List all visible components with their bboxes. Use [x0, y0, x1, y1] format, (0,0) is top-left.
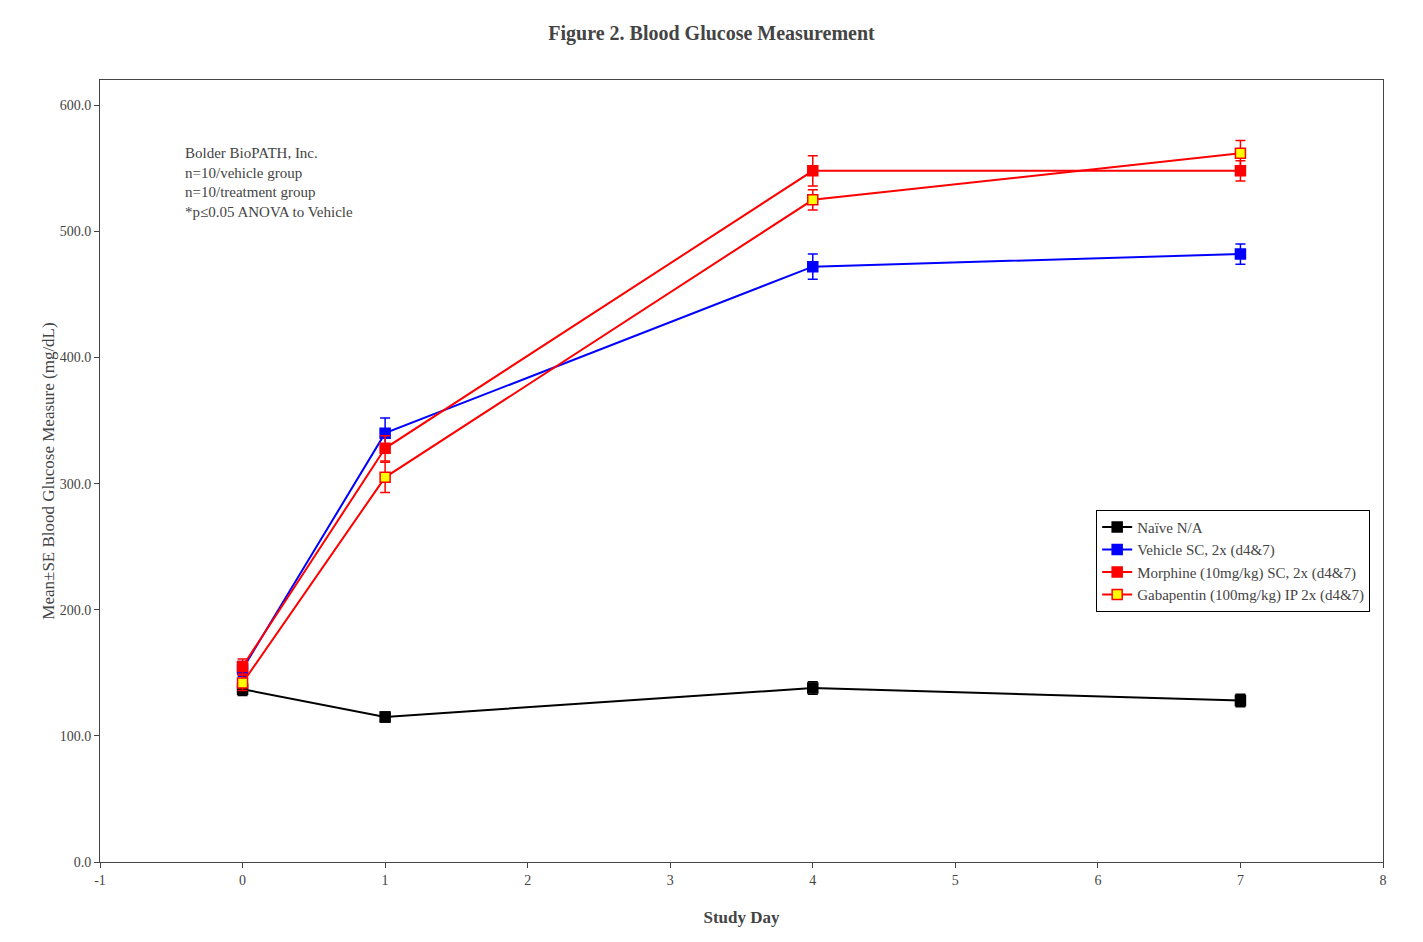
svg-text:0: 0: [239, 873, 246, 888]
svg-text:Bolder BioPATH, Inc.n=10/vehic: Bolder BioPATH, Inc.n=10/vehicle groupn=…: [185, 145, 353, 220]
svg-text:Morphine (10mg/kg) SC, 2x (d4&: Morphine (10mg/kg) SC, 2x (d4&7): [1137, 565, 1356, 582]
svg-text:400.0: 400.0: [60, 350, 92, 365]
svg-text:1: 1: [382, 873, 389, 888]
svg-text:100.0: 100.0: [60, 729, 92, 744]
svg-text:Mean±SE Blood Glucose Measure: Mean±SE Blood Glucose Measure (mg/dL): [39, 322, 58, 619]
svg-text:Naïve N/A: Naïve N/A: [1137, 520, 1203, 536]
svg-text:-1: -1: [94, 873, 106, 888]
svg-text:4: 4: [809, 873, 816, 888]
svg-text:Figure 2. Blood Glucose Measur: Figure 2. Blood Glucose Measurement: [548, 22, 875, 45]
svg-text:6: 6: [1094, 873, 1101, 888]
svg-text:300.0: 300.0: [60, 477, 92, 492]
svg-text:5: 5: [952, 873, 959, 888]
svg-text:3: 3: [667, 873, 674, 888]
svg-text:500.0: 500.0: [60, 224, 92, 239]
svg-text:Gabapentin (100mg/kg) IP 2x (d: Gabapentin (100mg/kg) IP 2x (d4&7): [1137, 587, 1364, 604]
svg-text:7: 7: [1237, 873, 1244, 888]
svg-text:200.0: 200.0: [60, 603, 92, 618]
svg-text:0.0: 0.0: [74, 855, 92, 870]
svg-text:8: 8: [1380, 873, 1387, 888]
svg-text:600.0: 600.0: [60, 98, 92, 113]
svg-text:Vehicle SC, 2x (d4&7): Vehicle SC, 2x (d4&7): [1137, 542, 1274, 559]
svg-text:2: 2: [524, 873, 531, 888]
svg-text:Study Day: Study Day: [703, 908, 780, 927]
